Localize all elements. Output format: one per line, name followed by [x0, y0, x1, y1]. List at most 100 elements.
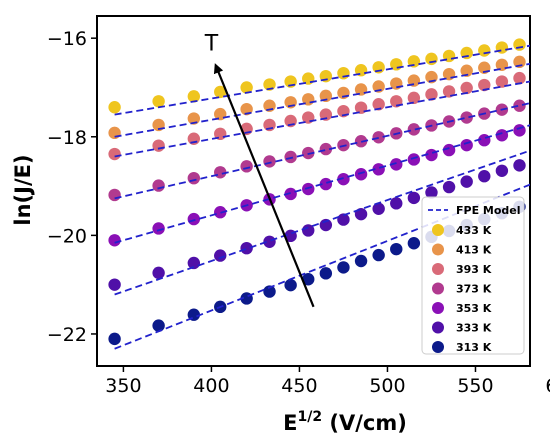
data-point-433k	[108, 100, 121, 114]
data-point-373k	[354, 135, 368, 148]
y-tick-label: −16	[47, 28, 87, 50]
data-point-373k	[263, 155, 276, 168]
data-point-373k	[187, 171, 201, 185]
data-point-413k	[460, 64, 473, 77]
data-point-333k	[263, 235, 276, 248]
data-point-353k	[337, 172, 350, 186]
data-point-313k	[531, 195, 543, 207]
data-point-313k	[302, 273, 315, 286]
data-point-333k	[214, 249, 227, 262]
data-point-353k	[319, 177, 333, 191]
fit-line-413k	[114, 62, 530, 138]
data-point-373k	[460, 111, 473, 124]
legend-label: 413 K	[456, 244, 492, 257]
data-point-313k	[284, 278, 297, 292]
data-point-433k	[187, 90, 201, 103]
data-point-353k	[460, 138, 473, 152]
data-point-353k	[187, 212, 201, 226]
data-point-353k	[407, 153, 421, 166]
data-point-333k	[372, 202, 385, 215]
data-point-333k	[390, 197, 403, 210]
data-point-353k	[442, 143, 456, 157]
y-axis-ticks: −22 −20 −18 −16	[47, 28, 97, 346]
data-point-433k	[478, 44, 491, 57]
x-axis-label-base: E	[283, 411, 297, 435]
data-point-333k	[478, 170, 491, 183]
annotation-arrow	[213, 63, 315, 308]
data-point-393k	[442, 85, 456, 98]
data-point-313k	[407, 237, 421, 250]
x-axis-label-unit: (V/cm)	[322, 411, 407, 435]
data-point-373k	[284, 150, 297, 164]
data-point-353k	[302, 182, 315, 196]
legend-swatch	[432, 282, 444, 295]
data-point-373k	[152, 179, 165, 192]
y-tick-label: −18	[47, 127, 87, 149]
data-point-333k	[531, 154, 543, 166]
data-point-373k	[531, 96, 543, 108]
x-tick-label: 350	[105, 375, 141, 397]
data-point-393k	[531, 69, 543, 81]
fit-line-373k	[114, 102, 530, 200]
data-point-313k	[337, 261, 350, 274]
data-point-433k	[407, 55, 421, 68]
data-point-333k	[425, 186, 438, 199]
x-tick-label: 500	[369, 375, 405, 397]
legend: FPE Model 433 K 413 K 393 K 373 K 353 K 333 K 3…	[421, 196, 525, 355]
y-tick-label: −20	[47, 225, 87, 247]
data-point-373k	[240, 160, 253, 173]
data-point-313k	[354, 254, 368, 268]
x-axis-ticks: 350 400 450 500 550 600	[105, 366, 550, 397]
data-point-333k	[302, 224, 315, 237]
series-373k	[108, 96, 543, 202]
x-tick-label: 400	[193, 375, 229, 397]
series-433k	[108, 38, 530, 116]
data-point-353k	[531, 119, 543, 131]
data-point-393k	[495, 75, 509, 88]
x-axis-label-superscript: 1/2	[297, 409, 322, 425]
legend-swatch	[432, 263, 444, 275]
data-point-353k	[152, 222, 165, 235]
data-point-333k	[187, 256, 201, 270]
data-point-433k	[513, 38, 526, 51]
legend-swatch	[432, 341, 444, 353]
x-tick-label: 450	[281, 375, 317, 397]
data-point-373k	[407, 123, 421, 136]
data-point-433k	[152, 95, 165, 108]
fit-line-433k	[114, 44, 530, 116]
data-point-333k	[108, 278, 121, 291]
data-point-373k	[302, 146, 315, 160]
data-point-333k	[460, 175, 473, 188]
data-point-333k	[442, 180, 456, 194]
data-point-393k	[407, 91, 421, 105]
data-point-413k	[319, 89, 333, 103]
legend-label: 433 K	[456, 224, 492, 237]
legend-swatch	[432, 302, 444, 314]
temperature-arrow-annotation: T	[204, 32, 315, 308]
data-point-333k	[152, 266, 165, 280]
x-tick-label: 600	[545, 375, 550, 397]
data-point-313k	[390, 242, 403, 256]
data-point-373k	[372, 131, 385, 144]
data-point-393k	[319, 108, 333, 121]
data-point-333k	[407, 191, 421, 205]
data-point-413k	[372, 80, 385, 93]
data-point-353k	[354, 168, 368, 181]
data-point-393k	[372, 98, 385, 111]
data-point-433k	[240, 81, 253, 94]
data-point-413k	[531, 52, 543, 64]
legend-label: 333 K	[456, 322, 492, 335]
data-point-353k	[284, 187, 297, 201]
legend-swatch	[432, 224, 444, 236]
legend-label: 353 K	[456, 302, 492, 315]
plot-frame	[96, 15, 531, 367]
data-point-313k	[108, 332, 121, 346]
data-point-393k	[513, 71, 526, 85]
data-point-313k	[152, 319, 165, 332]
legend-box	[421, 196, 525, 355]
annotation-label: T	[204, 32, 219, 57]
data-point-373k	[513, 99, 526, 112]
series-353k	[108, 119, 543, 247]
legend-swatch	[432, 243, 444, 256]
